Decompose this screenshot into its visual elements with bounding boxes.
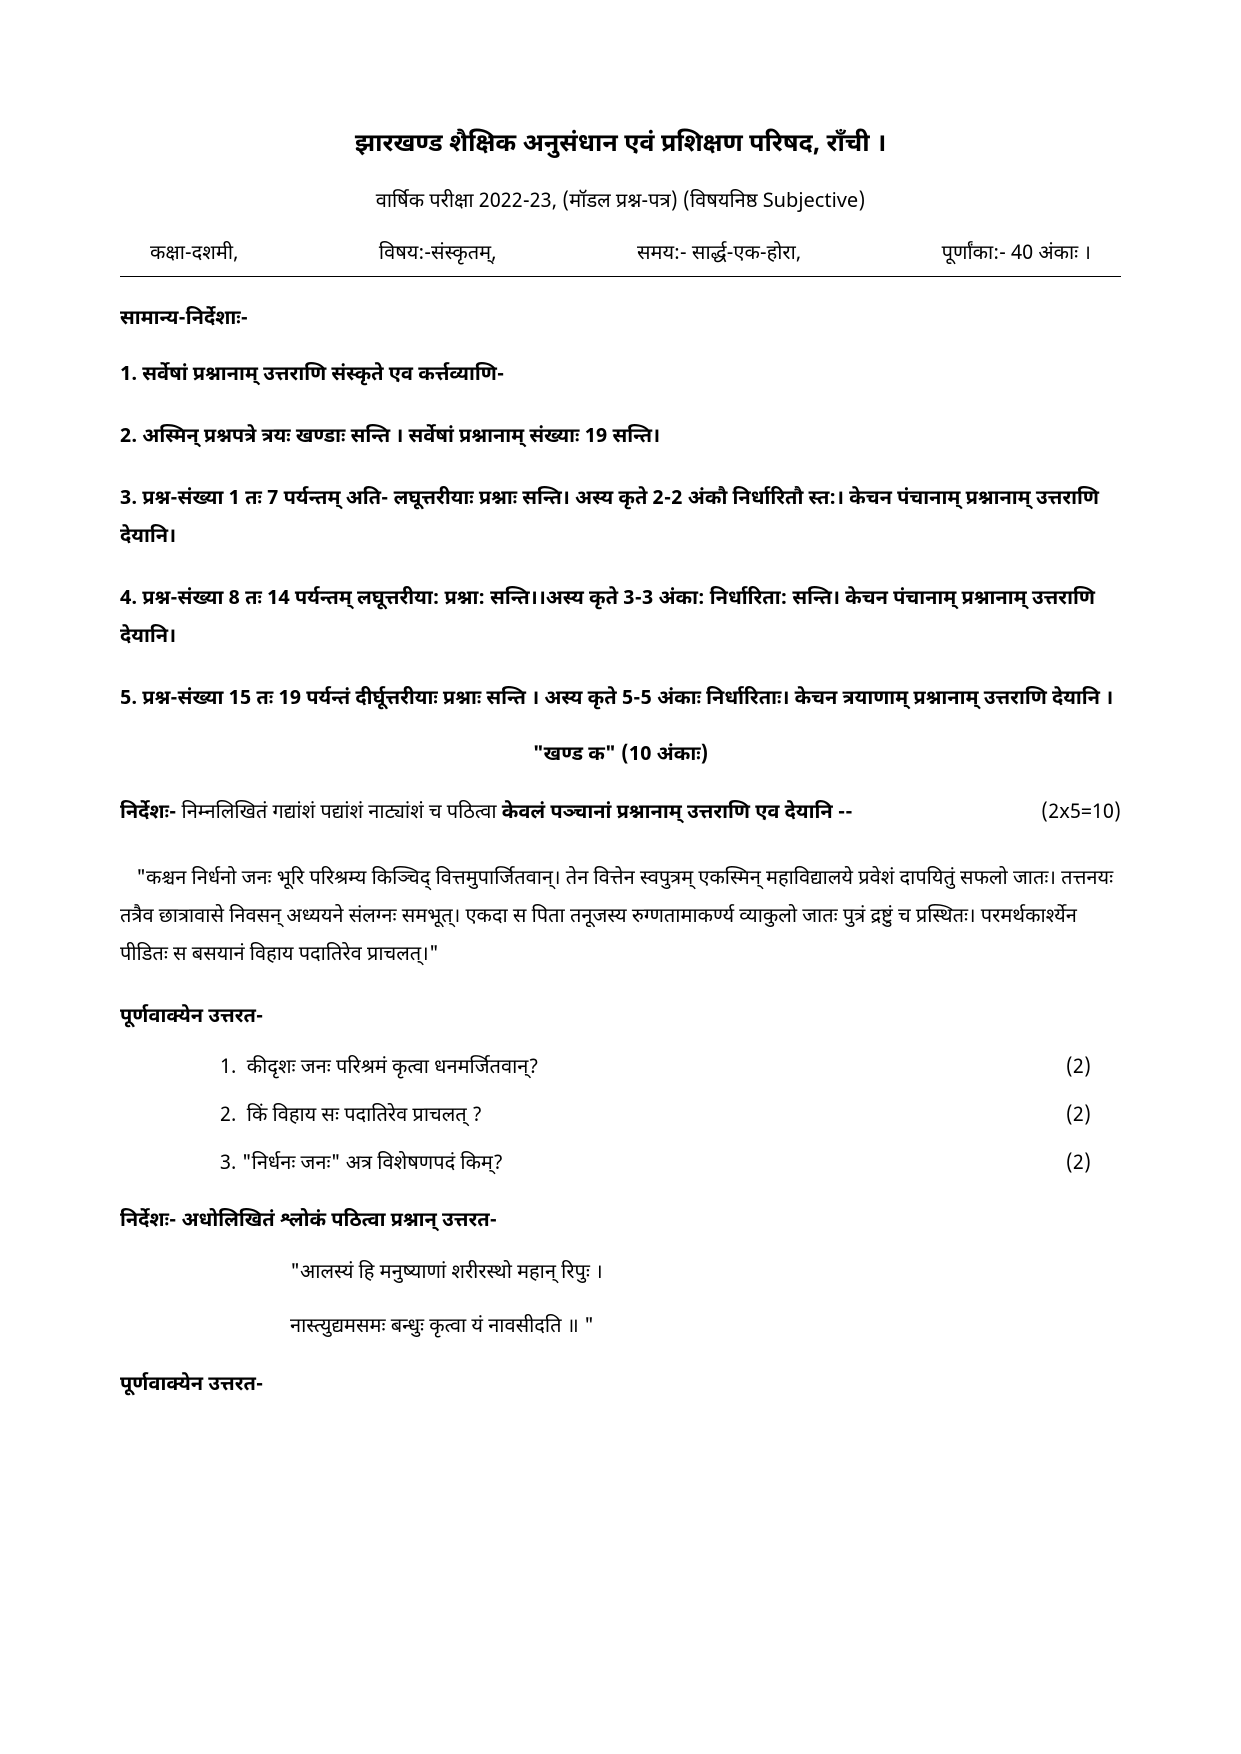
shloka-line-2: नास्त्युद्यमसमः बन्धुः कृत्वा यं नावसीदत… <box>290 1311 1121 1345</box>
question-item: 1. कीदृशः जनः परिश्रमं कृत्वा धनमर्जितवा… <box>220 1053 1121 1085</box>
nirdesh-body-pre: निम्नलिखितं गद्यांशं पद्यांशं नाट्यांशं … <box>176 801 501 827</box>
general-instructions-heading: सामान्य-निर्देशाः- <box>120 307 1121 333</box>
nirdesh-prefix: निर्देशः- <box>120 801 176 827</box>
question-marks: (2) <box>1066 1101 1091 1133</box>
instruction-5: 5. प्रश्न-संख्या 15 तः 19 पर्यन्तं दीर्घ… <box>120 681 1121 719</box>
instruction-3: 3. प्रश्न-संख्या 1 तः 7 पर्यन्तम् अति- ल… <box>120 481 1121 557</box>
section-k-label: "खण्ड क" (10 अंकाः) <box>120 743 1121 769</box>
question-item: 3. "निर्धनः जनः" अत्र विशेषणपदं किम्? (2… <box>220 1149 1121 1181</box>
question-marks: (2) <box>1066 1053 1091 1085</box>
exam-subtitle: वार्षिक परीक्षा 2022-23, (मॉडल प्रश्न-पत… <box>120 190 1121 216</box>
answer-heading-2: पूर्णवाक्येन उत्तरत- <box>120 1373 1121 1399</box>
institution-title: झारखण्ड शैक्षिक अनुसंधान एवं प्रशिक्षण प… <box>120 130 1121 162</box>
shloka-block: "आलस्यं हि मनुष्याणां शरीरस्थो महान् रिप… <box>290 1257 1121 1345</box>
fullmarks-label: पूर्णांका:- 40 अंकाः । <box>942 242 1091 268</box>
shloka-line-1: "आलस्यं हि मनुष्याणां शरीरस्थो महान् रिप… <box>290 1257 1121 1291</box>
divider <box>120 276 1121 277</box>
question-marks: (2) <box>1066 1149 1091 1181</box>
instruction-4: 4. प्रश्न-संख्या 8 तः 14 पर्यन्तम् लघूत्… <box>120 581 1121 657</box>
subject-label: विषय:-संस्कृतम्, <box>379 242 497 268</box>
instruction-1: 1. सर्वेषां प्रश्नानाम् उत्तराणि संस्कृत… <box>120 357 1121 395</box>
nirdesh-marks: (2x5=10) <box>1041 795 1121 833</box>
time-label: समय:- सार्द्ध-एक-होरा, <box>637 242 801 268</box>
question-item: 2. किं विहाय सः पदातिरेव प्राचलत् ? (2) <box>220 1101 1121 1133</box>
question-list-a: 1. कीदृशः जनः परिश्रमं कृत्वा धनमर्जितवा… <box>220 1053 1121 1181</box>
exam-info-row: कक्षा-दशमी, विषय:-संस्कृतम्, समय:- सार्द… <box>120 242 1121 268</box>
question-text: 3. "निर्धनः जनः" अत्र विशेषणपदं किम्? <box>220 1149 503 1181</box>
nirdesh-2: निर्देशः- अधोलिखितं श्लोकं पठित्वा प्रश्… <box>120 1209 1121 1235</box>
class-label: कक्षा-दशमी, <box>150 242 238 268</box>
question-text: 1. कीदृशः जनः परिश्रमं कृत्वा धनमर्जितवा… <box>220 1053 539 1085</box>
question-text: 2. किं विहाय सः पदातिरेव प्राचलत् ? <box>220 1101 482 1133</box>
answer-heading-1: पूर्णवाक्येन उत्तरत- <box>120 1005 1121 1031</box>
nirdesh-body-bold: केवलं पञ्चानां प्रश्नानाम् उत्तराणि एव द… <box>502 801 853 827</box>
passage-text: "कश्चन निर्धनो जनः भूरि परिश्रम्य किञ्चि… <box>120 861 1121 975</box>
instruction-2: 2. अस्मिन् प्रश्नपत्रे त्रयः खण्डाः सन्त… <box>120 419 1121 457</box>
nirdesh-1: निर्देशः- निम्नलिखितं गद्यांशं पद्यांशं … <box>120 795 1121 833</box>
